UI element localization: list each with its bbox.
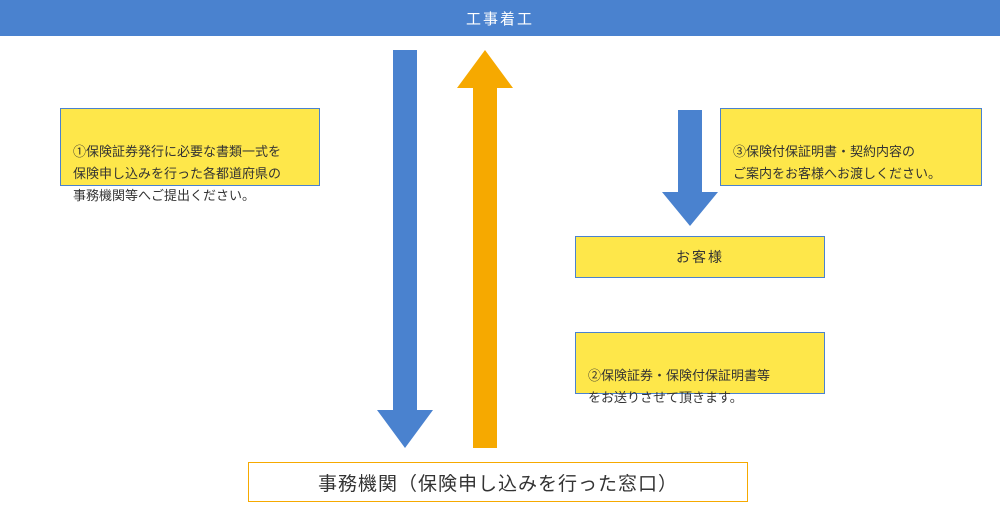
step3-text: ③保険付保証明書・契約内容の ご案内をお客様へお渡しください。	[733, 144, 941, 181]
step2-box: ②保険証券・保険付保証明書等 をお送りさせて頂きます。	[575, 332, 825, 394]
footer-box: 事務機関（保険申し込みを行った窓口）	[248, 462, 748, 502]
header-bar: 工事着工	[0, 0, 1000, 36]
step2-text: ②保険証券・保険付保証明書等 をお送りさせて頂きます。	[588, 368, 770, 405]
customer-box: お客様	[575, 236, 825, 278]
customer-label: お客様	[676, 247, 724, 267]
header-title: 工事着工	[466, 8, 534, 29]
step3-box: ③保険付保証明書・契約内容の ご案内をお客様へお渡しください。	[720, 108, 982, 186]
down-arrow-icon	[377, 50, 433, 448]
footer-label: 事務機関（保険申し込みを行った窓口）	[318, 469, 678, 496]
step1-box: ①保険証券発行に必要な書類一式を 保険申し込みを行った各都道府県の 事務機関等へ…	[60, 108, 320, 186]
down-arrow-short-icon	[662, 110, 718, 226]
step1-text: ①保険証券発行に必要な書類一式を 保険申し込みを行った各都道府県の 事務機関等へ…	[73, 144, 281, 203]
up-arrow-icon	[457, 50, 513, 448]
